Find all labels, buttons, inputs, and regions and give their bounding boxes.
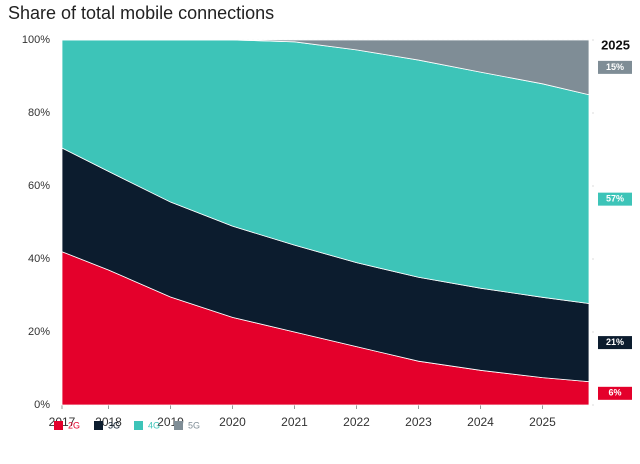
y-tick-label: 20% xyxy=(28,326,50,338)
end-label-title: 2025 xyxy=(601,37,630,52)
legend-swatch xyxy=(174,421,183,430)
y-tick-label: 40% xyxy=(28,253,50,265)
end-label-box xyxy=(598,386,632,400)
x-tick-label: 2024 xyxy=(467,415,494,429)
legend-label: 5G xyxy=(188,420,200,430)
x-tick-label: 2022 xyxy=(343,415,370,429)
end-label-box xyxy=(598,60,632,74)
legend-swatch xyxy=(94,421,103,430)
legend-label: 3G xyxy=(108,420,120,430)
legend-swatch xyxy=(134,421,143,430)
legend-label: 2G xyxy=(68,420,80,430)
legend-swatch xyxy=(54,421,63,430)
x-tick-label: 2023 xyxy=(405,415,432,429)
y-tick-label: 80% xyxy=(28,107,50,119)
x-tick-label: 2021 xyxy=(281,415,308,429)
end-label: 21% xyxy=(606,337,624,347)
y-tick-label: 60% xyxy=(28,180,50,192)
end-label-box xyxy=(598,336,632,350)
end-label-box xyxy=(598,192,632,206)
y-tick-label: 100% xyxy=(22,34,50,46)
end-label: 57% xyxy=(606,194,624,204)
legend-label: 4G xyxy=(148,420,160,430)
x-tick-label: 2020 xyxy=(219,415,246,429)
y-tick-label: 0% xyxy=(34,399,50,411)
chart-title: Share of total mobile connections xyxy=(8,3,274,23)
area xyxy=(62,39,590,96)
x-tick-label: 2025 xyxy=(529,415,556,429)
end-label: 6% xyxy=(608,388,621,398)
end-label: 15% xyxy=(606,62,624,72)
